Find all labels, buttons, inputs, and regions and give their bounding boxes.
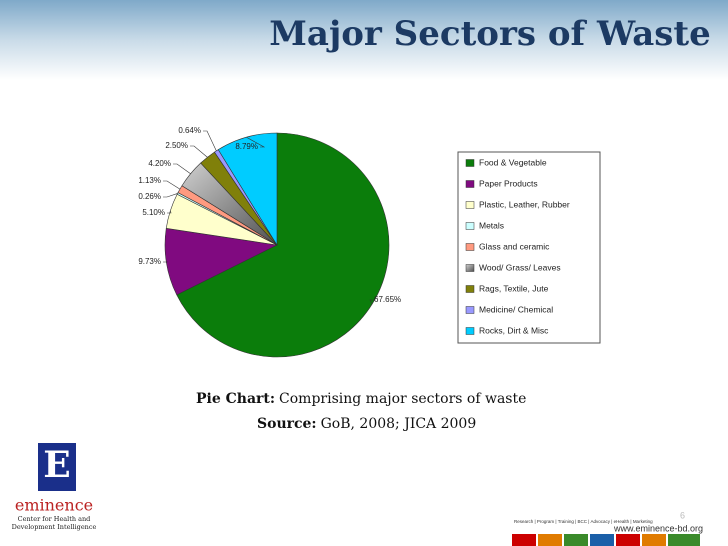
logo-sub: Development Intelligence: [12, 523, 97, 531]
leader-line: [163, 180, 181, 190]
source-text: GoB, 2008; JICA 2009: [321, 416, 477, 432]
caption: Pie Chart: Comprising major sectors of wa…: [196, 391, 526, 407]
legend-label: Food & Vegetable: [479, 157, 547, 167]
value-label: 0.26%: [138, 192, 161, 201]
legend-label: Glass and ceramic: [479, 241, 550, 251]
value-label: 67.65%: [374, 295, 401, 304]
legend-label: Rags, Textile, Jute: [479, 283, 549, 293]
legend-label: Paper Products: [479, 178, 538, 188]
source: Source: GoB, 2008; JICA 2009: [257, 416, 476, 432]
leader-line: [190, 145, 208, 158]
title: Major Sectors of Waste: [269, 14, 710, 54]
value-label: 4.20%: [148, 159, 171, 168]
legend-label: Rocks, Dirt & Misc: [479, 325, 549, 335]
logo-letter: E: [43, 444, 70, 486]
leader-line: [163, 193, 178, 198]
leader-line: [167, 210, 172, 214]
pie-slice: [217, 132, 278, 247]
logo-sub: Center for Health and: [18, 515, 91, 523]
legend-label: Wood/ Grass/ Leaves: [479, 262, 561, 272]
legend-swatch: [465, 327, 475, 335]
footer-tags: Research | Program | Training | BCC | Ad…: [514, 519, 653, 524]
value-label: 8.79%: [235, 142, 258, 151]
logo-name: eminence: [15, 496, 93, 515]
legend-box: [457, 151, 601, 344]
caption-text: Comprising major sectors of waste: [279, 391, 526, 407]
leader-line: [203, 130, 217, 151]
leader-line: [246, 136, 266, 148]
legend: Food & Vegetable Paper Products Plastic, L…: [465, 157, 570, 335]
legend-swatch: [465, 159, 475, 167]
legend-swatch: [465, 243, 475, 251]
legend-label: Medicine/ Chemical: [479, 304, 553, 314]
legend-swatch: [465, 201, 475, 209]
source-label: Source:: [257, 416, 317, 432]
logo-box: [38, 443, 76, 491]
footer-strip: [512, 534, 700, 546]
value-label: 1.13%: [138, 176, 161, 185]
legend-swatch: [465, 306, 475, 314]
legend-label: Metals: [479, 220, 504, 230]
legend-swatch: [465, 285, 475, 293]
value-label: 0.64%: [178, 126, 201, 135]
leader-line: [173, 163, 191, 175]
pie: 67.65% 9.73% 5.10% 0.26% 1.13% 4.20% 2.50% 0.64…: [138, 126, 401, 358]
header-band: [0, 0, 728, 80]
footer-url: www.eminence-bd.org: [613, 523, 703, 533]
legend-swatch: [465, 180, 475, 188]
value-label: 9.73%: [138, 257, 161, 266]
legend-swatch: [465, 222, 475, 230]
page-number: 6: [680, 510, 685, 520]
legend-label: Plastic, Leather, Rubber: [479, 199, 570, 209]
legend-swatch: [465, 264, 475, 272]
value-label: 5.10%: [142, 208, 165, 217]
value-label: 2.50%: [165, 141, 188, 150]
leader-line: [369, 299, 374, 305]
caption-label: Pie Chart:: [196, 391, 275, 407]
